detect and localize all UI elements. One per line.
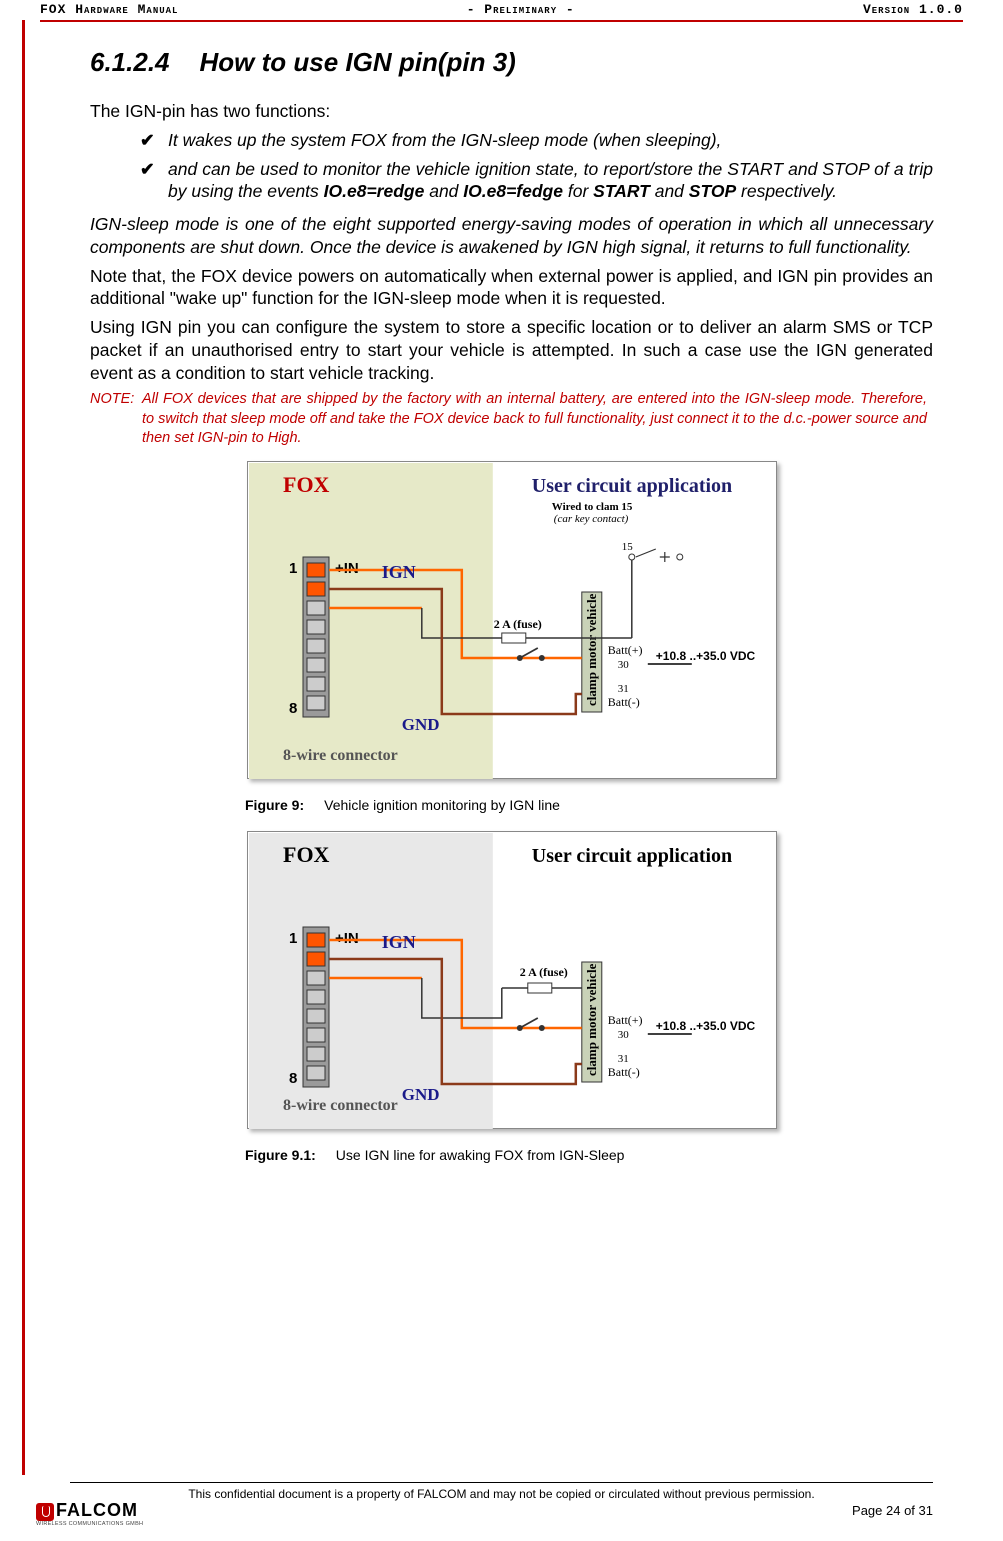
- bullet-1: It wakes up the system FOX from the IGN-…: [140, 129, 933, 152]
- b2-t3: for: [563, 181, 593, 201]
- svg-text:1: 1: [289, 560, 297, 577]
- footer-text: This confidential document is a property…: [70, 1487, 933, 1501]
- svg-text:31: 31: [617, 1053, 628, 1065]
- svg-text:IGN: IGN: [381, 932, 415, 952]
- svg-text:30: 30: [617, 659, 629, 671]
- svg-text:8-wire connector: 8-wire connector: [283, 747, 398, 764]
- page-header: FOX Hardware Manual - Preliminary - Vers…: [0, 0, 1003, 20]
- note-body: All FOX devices that are shipped by the …: [142, 390, 927, 449]
- figure-2-caption: Figure 9.1: Use IGN line for awaking FOX …: [245, 1147, 933, 1163]
- b2-b2: IO.e8=fedge: [463, 181, 563, 201]
- svg-text:+10.8 ..+35.0 VDC: +10.8 ..+35.0 VDC: [655, 649, 755, 663]
- svg-text:+10.8 ..+35.0 VDC: +10.8 ..+35.0 VDC: [655, 1019, 755, 1033]
- ign-sleep-description: IGN-sleep mode is one of the eight suppo…: [90, 213, 933, 259]
- svg-text:Wired to clam 15: Wired to clam 15: [551, 501, 632, 513]
- red-margin-bar: [22, 20, 25, 1475]
- note-block: NOTE:All FOX devices that are shipped by…: [90, 390, 933, 449]
- figure-1-caption: Figure 9: Vehicle ignition monitoring by …: [245, 797, 933, 813]
- svg-text:FOX: FOX: [283, 842, 330, 867]
- function-list: It wakes up the system FOX from the IGN-…: [90, 129, 933, 203]
- b2-t2: and: [424, 181, 463, 201]
- footer-rule: [70, 1482, 933, 1483]
- section-title-text: How to use IGN pin(pin 3): [200, 47, 516, 77]
- svg-text:FOX: FOX: [283, 472, 330, 497]
- svg-text:Batt(+): Batt(+): [607, 643, 642, 657]
- figure-1-wrap: FOX User circuit application 1 8 +IN 8-wire c…: [90, 461, 933, 785]
- figure-2-diagram: FOX User circuit application 1 8 +IN 8-wire c…: [247, 831, 777, 1129]
- page-number: Page 24 of 31: [852, 1503, 933, 1518]
- main-content: 6.1.2.4 How to use IGN pin(pin 3) The IGN…: [0, 22, 1003, 1163]
- section-number: 6.1.2.4: [90, 47, 170, 77]
- svg-text:2 A (fuse): 2 A (fuse): [493, 617, 541, 631]
- fig1-caption-text: Vehicle ignition monitoring by IGN line: [324, 797, 560, 813]
- svg-text:+IN: +IN: [335, 930, 359, 947]
- intro-text: The IGN-pin has two functions:: [90, 100, 933, 123]
- svg-text:2 A (fuse): 2 A (fuse): [519, 965, 567, 979]
- svg-text:1: 1: [289, 930, 297, 947]
- b2-t4: and: [650, 181, 689, 201]
- usage-description: Using IGN pin you can configure the syst…: [90, 316, 933, 384]
- svg-text:8-wire connector: 8-wire connector: [283, 1097, 398, 1114]
- svg-text:15: 15: [621, 541, 633, 553]
- svg-text:GND: GND: [401, 715, 439, 734]
- figure-2-wrap: FOX User circuit application 1 8 +IN 8-wire c…: [90, 831, 933, 1135]
- b2-t5: respectively.: [736, 181, 837, 201]
- svg-text:31: 31: [617, 683, 628, 695]
- svg-text:8: 8: [289, 700, 297, 717]
- svg-text:IGN: IGN: [381, 562, 415, 582]
- fig2-label: Figure 9.1:: [245, 1147, 316, 1163]
- header-right: Version 1.0.0: [863, 2, 963, 17]
- b2-b1: IO.e8=redge: [324, 181, 425, 201]
- svg-text:Batt(-): Batt(-): [607, 695, 639, 709]
- svg-text:GND: GND: [401, 1085, 439, 1104]
- p2a: Note that, the FOX device: [90, 266, 293, 286]
- svg-text:8: 8: [289, 1070, 297, 1087]
- svg-text:30: 30: [617, 1029, 629, 1041]
- fig2-caption-text: Use IGN line for awaking FOX from IGN-Sl…: [336, 1147, 625, 1163]
- svg-text:clamp motor vehicle: clamp motor vehicle: [583, 963, 598, 1076]
- note-label: NOTE:: [90, 390, 142, 410]
- bullet-2: and can be used to monitor the vehicle i…: [140, 158, 933, 204]
- svg-text:User circuit application: User circuit application: [531, 475, 731, 497]
- section-heading: 6.1.2.4 How to use IGN pin(pin 3): [90, 47, 933, 78]
- svg-text:+IN: +IN: [335, 560, 359, 577]
- svg-text:User circuit application: User circuit application: [531, 845, 731, 867]
- svg-text:Batt(+): Batt(+): [607, 1013, 642, 1027]
- logo-icon: [36, 1503, 54, 1521]
- falcom-logo: FALCOM WIRELESS COMMUNICATIONS GMBH: [36, 1500, 143, 1527]
- b2-b3: START: [593, 181, 650, 201]
- figure-1-diagram: FOX User circuit application 1 8 +IN 8-wire c…: [247, 461, 777, 779]
- svg-text:Batt(-): Batt(-): [607, 1065, 639, 1079]
- logo-text: FALCOM: [56, 1500, 138, 1520]
- svg-text:clamp motor vehicle: clamp motor vehicle: [583, 593, 598, 706]
- logo-subtitle: WIRELESS COMMUNICATIONS GMBH: [36, 1521, 143, 1527]
- svg-text:(car key contact): (car key contact): [553, 513, 628, 525]
- header-left: FOX Hardware Manual: [40, 2, 178, 17]
- note-power-on: Note that, the FOX device powers on auto…: [90, 265, 933, 311]
- b2-b4: STOP: [689, 181, 736, 201]
- header-center: - Preliminary -: [467, 2, 575, 17]
- fig1-label: Figure 9:: [245, 797, 304, 813]
